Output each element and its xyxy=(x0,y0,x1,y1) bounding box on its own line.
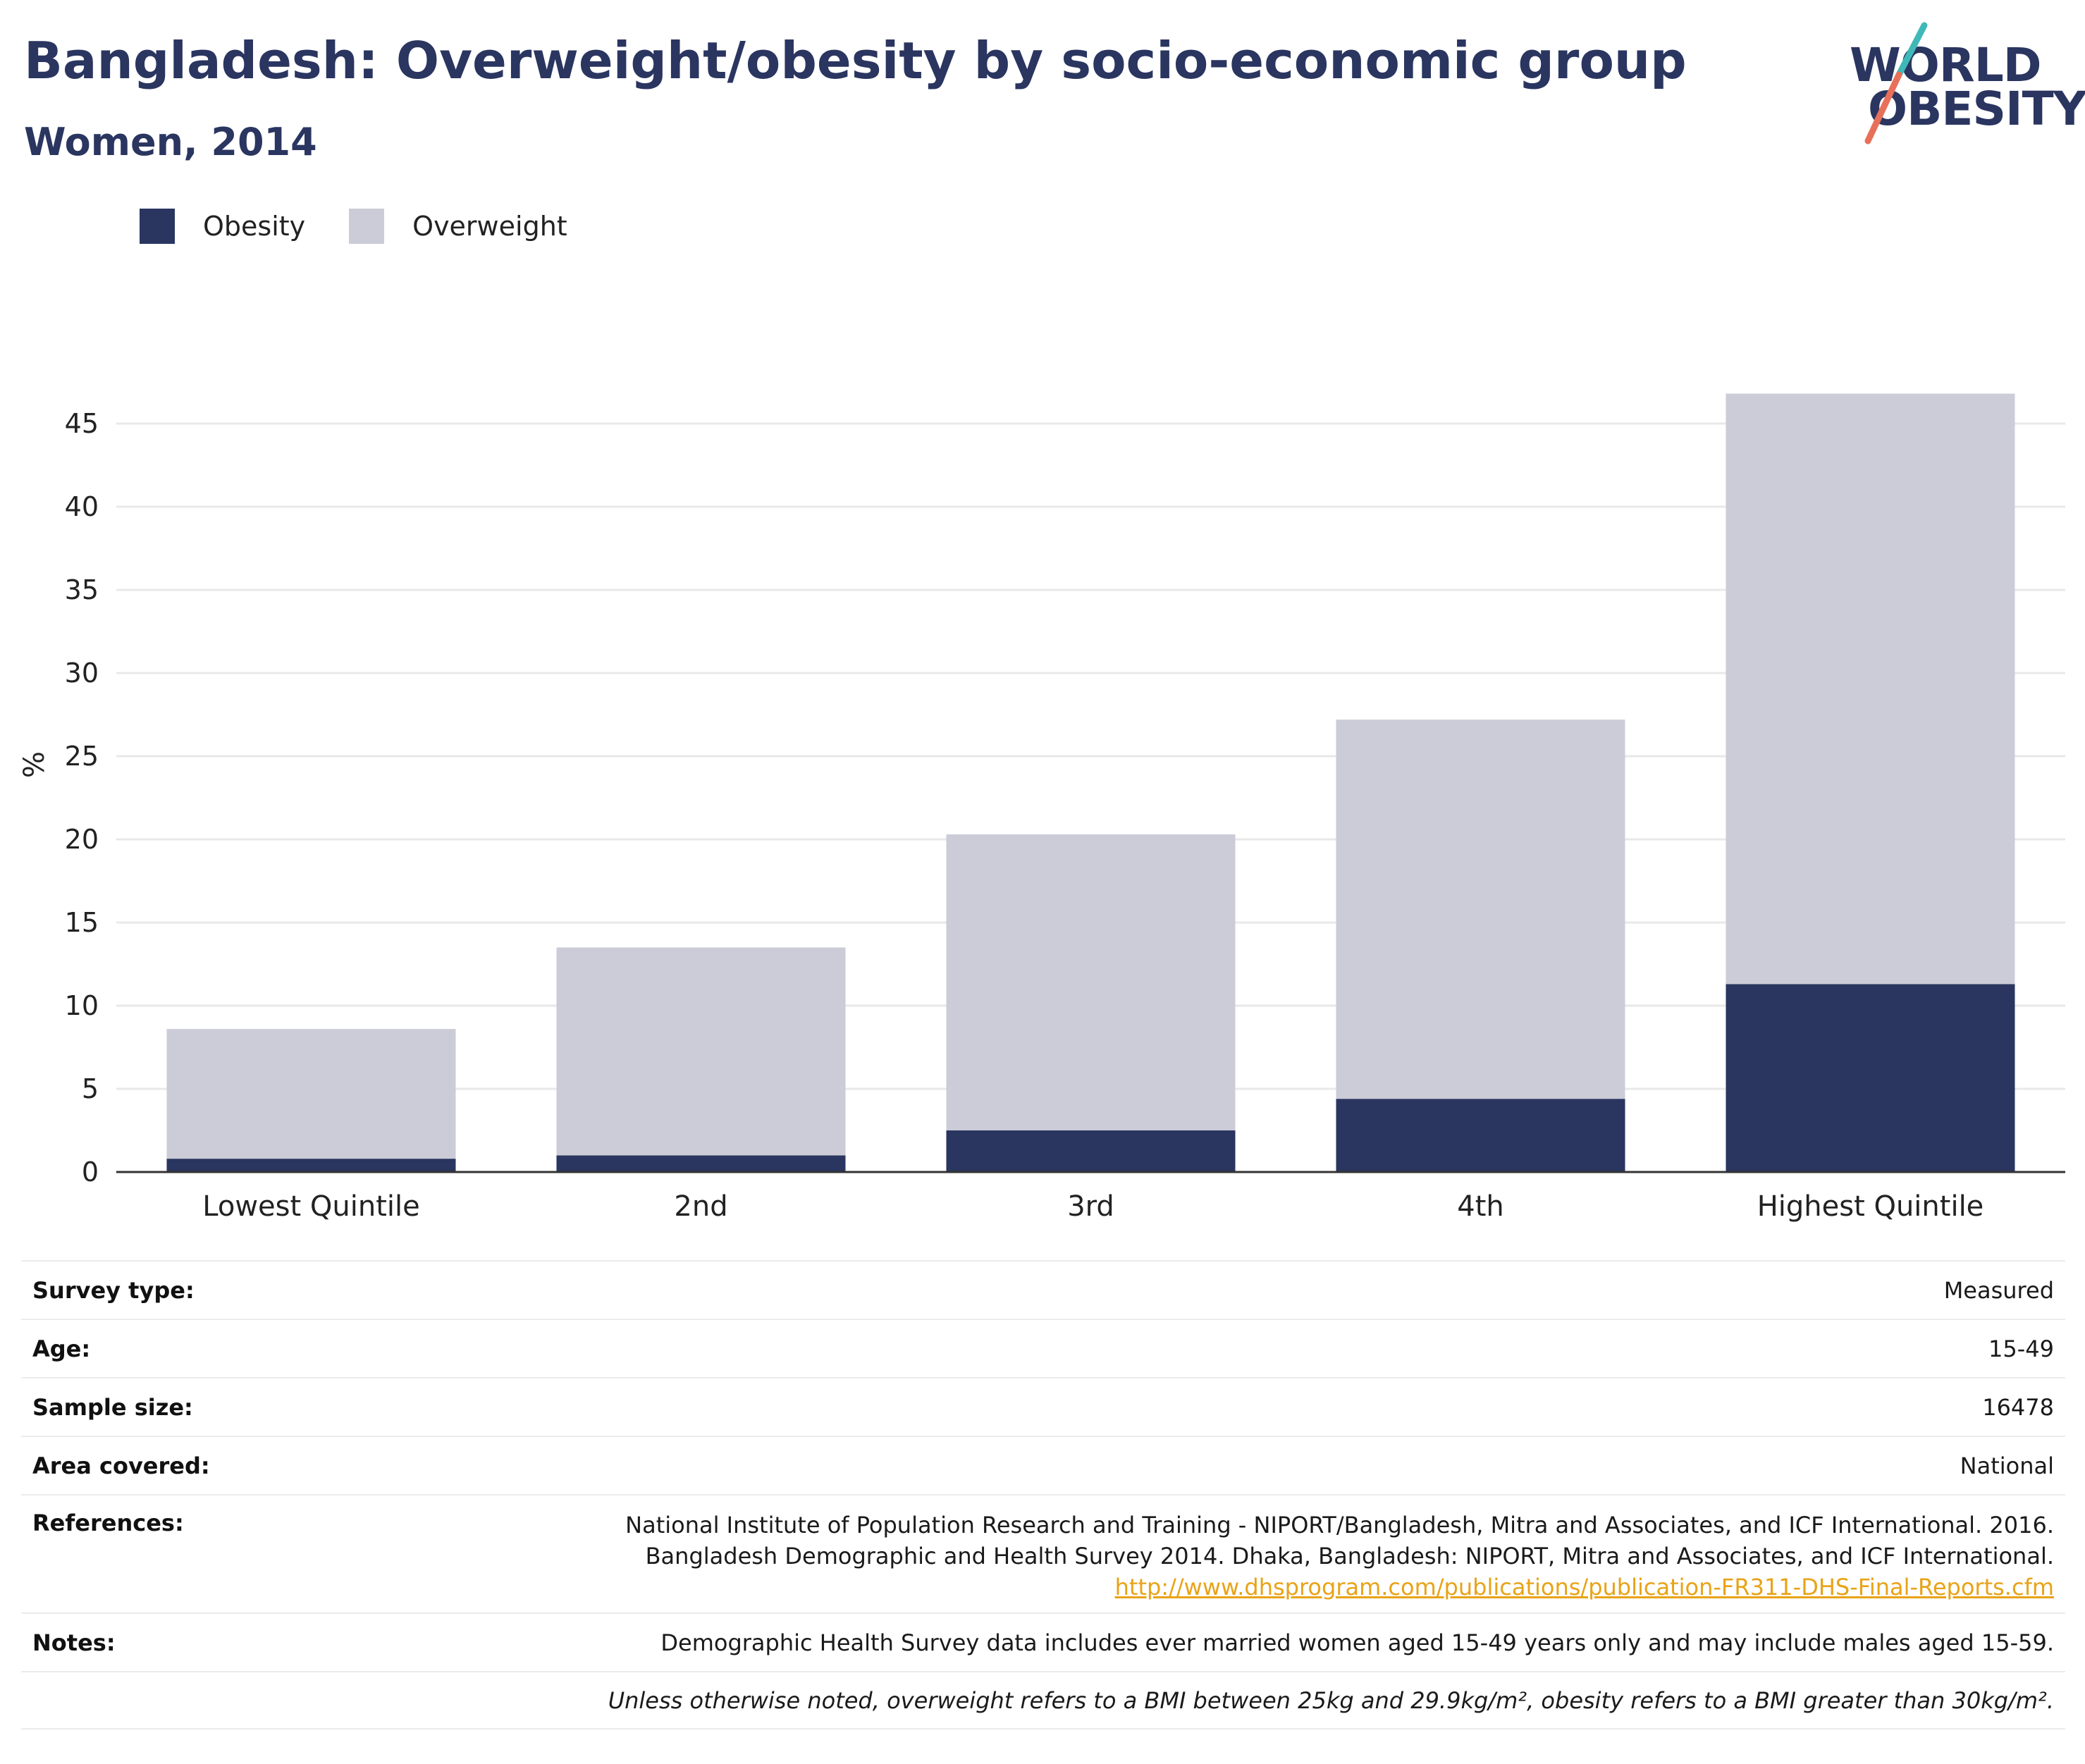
x-tick-label: Highest Quintile xyxy=(1757,1190,1984,1223)
meta-row-age: Age: 15-49 xyxy=(21,1319,2065,1377)
bmi-footnote: Unless otherwise noted, overweight refer… xyxy=(608,1686,2054,1714)
y-axis-label: % xyxy=(18,751,51,778)
x-tick-label: Lowest Quintile xyxy=(202,1190,419,1223)
reference-line-2: Bangladesh Demographic and Health Survey… xyxy=(645,1543,2054,1569)
logo-line-1: WORLD xyxy=(1850,38,2042,92)
y-tick-label: 20 xyxy=(65,824,99,855)
survey-metadata-table: Survey type: Measured Age: 15-49 Sample … xyxy=(21,1260,2065,1729)
y-tick-label: 5 xyxy=(82,1073,99,1104)
chart-legend: Obesity Overweight xyxy=(140,209,611,244)
page-subtitle: Women, 2014 xyxy=(24,120,317,164)
meta-row-references: References: National Institute of Popula… xyxy=(21,1494,2065,1612)
meta-value: Measured xyxy=(1943,1276,2054,1304)
meta-row-footnote: Unless otherwise noted, overweight refer… xyxy=(21,1671,2065,1729)
legend-item-obesity[interactable]: Obesity xyxy=(140,209,305,244)
bar-obesity-4 xyxy=(1336,1099,1625,1172)
legend-swatch-obesity xyxy=(140,209,175,244)
reference-link[interactable]: http://www.dhsprogram.com/publications/p… xyxy=(1114,1574,2054,1600)
reference-line-1: National Institute of Population Researc… xyxy=(625,1512,2054,1538)
legend-swatch-overweight xyxy=(349,209,385,244)
y-tick-label: 30 xyxy=(65,658,99,689)
meta-value: 15-49 xyxy=(1988,1335,2054,1362)
bar-obesity-1 xyxy=(166,1159,456,1172)
meta-label: Sample size: xyxy=(32,1393,193,1421)
meta-row-sample-size: Sample size: 16478 xyxy=(21,1377,2065,1436)
bar-obesity-3 xyxy=(946,1130,1236,1172)
y-tick-label: 15 xyxy=(65,907,99,938)
meta-label: Age: xyxy=(32,1335,91,1362)
x-tick-label: 4th xyxy=(1457,1190,1503,1223)
world-obesity-logo: WORLD OBESITY xyxy=(1840,21,2085,148)
legend-item-overweight[interactable]: Overweight xyxy=(349,209,567,244)
meta-label: Area covered: xyxy=(32,1452,210,1479)
bar-overweight-4 xyxy=(1336,720,1625,1099)
legend-label-obesity: Obesity xyxy=(203,211,306,242)
meta-value: Demographic Health Survey data includes … xyxy=(660,1629,2054,1656)
meta-value: National xyxy=(1960,1452,2054,1479)
bar-overweight-1 xyxy=(166,1029,456,1159)
x-tick-label: 3rd xyxy=(1067,1190,1114,1223)
y-tick-label: 10 xyxy=(65,990,99,1021)
meta-label: Survey type: xyxy=(32,1276,195,1304)
stacked-bar-chart: 0 5 10 15 20 25 30 35 40 45% Lowest Quintile 2nd 3rd… xyxy=(18,393,2065,1223)
meta-value-references: National Institute of Population Researc… xyxy=(625,1510,2054,1603)
meta-value: 16478 xyxy=(1982,1393,2054,1421)
bar-overweight-3 xyxy=(946,834,1236,1130)
bar-overweight-5 xyxy=(1726,393,2015,985)
bar-obesity-5 xyxy=(1726,984,2015,1172)
page-title: Bangladesh: Overweight/obesity by socio-… xyxy=(24,31,1687,90)
y-tick-label: 40 xyxy=(65,491,99,522)
y-tick-label: 35 xyxy=(65,574,99,605)
meta-label: References: xyxy=(32,1510,184,1536)
meta-row-notes: Notes: Demographic Health Survey data in… xyxy=(21,1612,2065,1671)
y-tick-label: 0 xyxy=(82,1157,99,1188)
meta-row-area-covered: Area covered: National xyxy=(21,1436,2065,1494)
y-tick-label: 45 xyxy=(65,408,99,439)
y-tick-label: 25 xyxy=(65,741,99,772)
legend-label-overweight: Overweight xyxy=(412,211,567,242)
meta-row-survey-type: Survey type: Measured xyxy=(21,1260,2065,1319)
meta-label: Notes: xyxy=(32,1629,116,1656)
bar-overweight-2 xyxy=(556,947,846,1156)
logo-line-2: OBESITY xyxy=(1868,82,2085,136)
x-tick-label: 2nd xyxy=(674,1190,727,1223)
bar-obesity-2 xyxy=(556,1155,846,1172)
logo-slash-icon xyxy=(1864,22,1928,144)
